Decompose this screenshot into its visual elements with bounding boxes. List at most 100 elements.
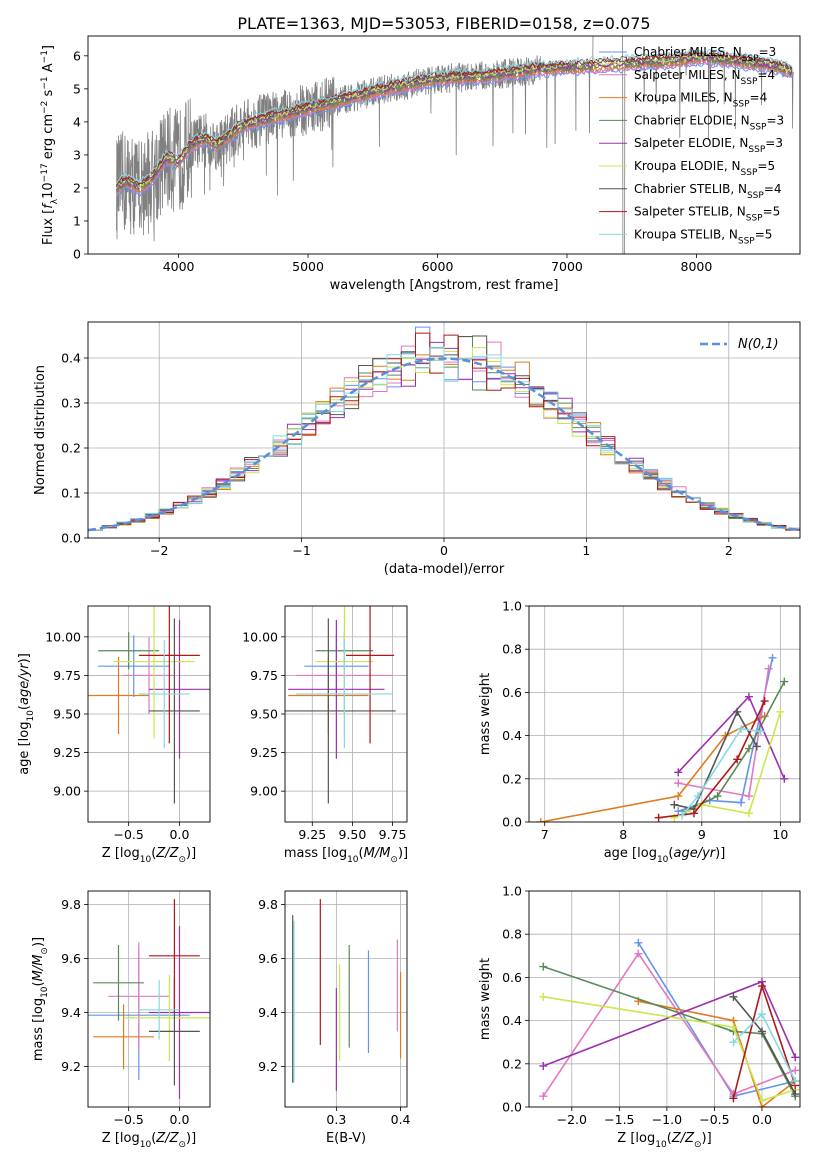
axes-frame xyxy=(87,321,801,539)
plot-area xyxy=(529,891,800,1107)
y-tick-label: 1 xyxy=(73,213,81,228)
x-tick-label: 7000 xyxy=(551,259,583,274)
x-tick-label: 0.0 xyxy=(170,827,190,842)
x-tick-label: 9 xyxy=(698,827,706,842)
y-tick-label: 0.6 xyxy=(502,970,522,985)
axes-frame xyxy=(284,890,408,1108)
mass-weight-marker xyxy=(780,774,789,783)
mass-weight-vs-age-panel: 7 8 9 10 0.0 0.2 0.4 0.6 0.8 1.0 mass weight age [l… xyxy=(478,599,801,865)
mass-weight-marker xyxy=(752,742,761,751)
y-tick-label: 9.8 xyxy=(61,897,81,912)
legend-label: Salpeter MILES, NSSP=4 xyxy=(634,68,775,87)
x-tick-label: −0.5 xyxy=(113,1112,143,1127)
gaussian-reference-curve xyxy=(88,357,800,532)
mass-weight-marker xyxy=(733,755,742,764)
y-tick-label: 0.2 xyxy=(61,441,81,456)
x-tick-label: 9.25 xyxy=(298,827,326,842)
mass-weight-marker xyxy=(733,707,742,716)
x-axis-label: E(B-V) xyxy=(326,1131,366,1146)
x-axis-label: mass [log10(M/M⊙)] xyxy=(284,846,408,865)
y-tick-label: 1.0 xyxy=(502,884,522,899)
legend-label: Salpeter STELIB, NSSP=5 xyxy=(634,205,780,224)
y-axis-label: mass weight xyxy=(478,673,493,755)
mass-weight-vs-metallicity-panel: −2.0 −1.5 −1.0 −0.5 0.0 0.0 0.2 0.4 0.6 0.8 1.0 mas… xyxy=(478,884,801,1150)
legend-label: N(0,1) xyxy=(738,337,779,352)
mass-weight-line xyxy=(681,728,761,817)
mass-vs-ebv-panel: 0.3 0.4 9.2 9.4 9.6 9.8 E(B-V) xyxy=(258,890,411,1146)
y-tick-label: 9.4 xyxy=(258,1005,278,1020)
mass-weight-marker xyxy=(539,962,548,971)
mass-weight-marker xyxy=(670,800,679,809)
y-tick-label: 9.75 xyxy=(53,668,81,683)
mass-weight-marker xyxy=(674,768,683,777)
y-tick-label: 1.0 xyxy=(502,599,522,614)
mass-weight-marker xyxy=(634,949,643,958)
model-spectrum-line xyxy=(116,56,793,193)
mass-weight-marker xyxy=(757,982,766,991)
y-tick-label: 0.3 xyxy=(61,396,81,411)
mass-weight-marker xyxy=(729,1023,738,1032)
y-tick-label: 9.2 xyxy=(258,1059,278,1074)
y-tick-label: 9.8 xyxy=(258,897,278,912)
model-spectrum-line xyxy=(116,58,793,195)
mass-weight-marker xyxy=(713,792,722,801)
mass-weight-line xyxy=(540,715,766,822)
mass-weight-marker xyxy=(689,809,698,818)
plot-area xyxy=(529,606,800,822)
mass-weight-marker xyxy=(757,1096,766,1105)
x-tick-label: 5000 xyxy=(292,259,324,274)
y-tick-label: 0.4 xyxy=(502,728,522,743)
y-tick-label: 0.4 xyxy=(502,1013,522,1028)
mass-weight-marker xyxy=(780,677,789,686)
axes-frame xyxy=(87,35,801,255)
y-tick-label: 0.0 xyxy=(61,531,81,546)
x-axis-label: Z [log10(Z/Z⊙)] xyxy=(102,846,196,865)
mass-weight-marker xyxy=(768,653,777,662)
y-axis-label: mass weight xyxy=(478,958,493,1040)
mass-weight-marker xyxy=(674,779,683,788)
x-axis-label: age [log10(age/yr)] xyxy=(604,846,726,865)
y-axis-label: Normed distribution xyxy=(33,365,48,495)
axes-frame xyxy=(528,605,801,823)
mass-weight-marker xyxy=(791,1053,800,1062)
x-tick-label: 0.0 xyxy=(752,1112,772,1127)
y-tick-label: 9.00 xyxy=(53,784,81,799)
age-vs-mass-panel: 9.25 9.50 9.75 9.00 9.25 9.50 9.75 10.00 mass [l… xyxy=(242,605,408,865)
axes-frame xyxy=(284,605,408,823)
legend-label: Kroupa ELODIE, NSSP=5 xyxy=(634,159,775,178)
x-tick-label: −2.0 xyxy=(557,1112,587,1127)
mass-weight-line xyxy=(543,980,796,1067)
x-tick-label: 1 xyxy=(582,543,590,558)
mass-weight-marker xyxy=(744,792,753,801)
y-tick-label: 6 xyxy=(73,48,81,63)
y-tick-label: 0.0 xyxy=(502,1100,522,1115)
mass-weight-marker xyxy=(757,1027,766,1036)
x-tick-label: 8000 xyxy=(681,259,713,274)
y-tick-label: 0.4 xyxy=(61,351,81,366)
x-tick-label: −1.5 xyxy=(604,1112,634,1127)
mass-weight-marker xyxy=(760,697,769,706)
x-tick-label: 0.0 xyxy=(170,1112,190,1127)
mass-weight-marker xyxy=(791,1066,800,1075)
x-tick-label: 9.75 xyxy=(379,827,407,842)
x-tick-label: 0 xyxy=(440,543,448,558)
y-tick-label: 9.25 xyxy=(250,745,278,760)
mass-weight-marker xyxy=(693,792,702,801)
y-tick-label: 0.8 xyxy=(502,927,522,942)
mass-weight-marker xyxy=(654,813,663,822)
plot-area xyxy=(116,36,794,254)
legend-label: Chabrier MILES, NSSP=3 xyxy=(634,45,776,64)
x-tick-label: −1.0 xyxy=(652,1112,682,1127)
mass-weight-marker xyxy=(776,707,785,716)
y-tick-label: 0.1 xyxy=(61,486,81,501)
y-tick-label: 0.8 xyxy=(502,642,522,657)
plot-area xyxy=(88,606,210,822)
y-axis-label: Flux [fλ10−17 erg cm−2 s−1 A−1] xyxy=(40,45,60,245)
mass-weight-marker xyxy=(744,744,753,753)
mass-weight-marker xyxy=(674,792,683,801)
mass-weight-line xyxy=(543,996,796,1102)
x-tick-label: 0.4 xyxy=(391,1112,411,1127)
spectrum-panel: 4000 5000 6000 7000 8000 0 1 2 3 4 5 6 Flux [fλ10−17… xyxy=(40,35,801,293)
legend-label: Salpeter ELODIE, NSSP=3 xyxy=(634,136,783,155)
